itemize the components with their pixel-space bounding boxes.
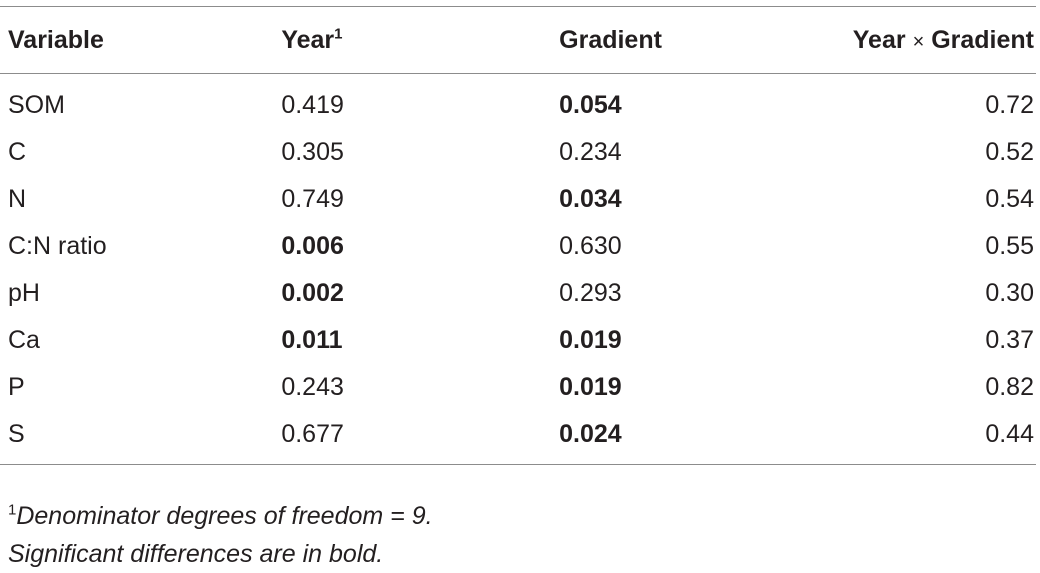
cell-variable: Ca	[8, 326, 40, 354]
header-year: Year1	[281, 25, 343, 54]
cell-gradient: 0.630	[559, 232, 622, 260]
cell-variable: SOM	[8, 91, 65, 119]
table-row: C 0.305 0.234 0.52	[0, 129, 1036, 176]
results-table: Variable Year1 Gradient Year × Gradient …	[0, 6, 1036, 465]
cell-year-x-gradient: 0.72	[985, 91, 1034, 119]
cell-gradient: 0.034	[559, 185, 622, 213]
footnote-1: 1Denominator degrees of freedom = 9.	[8, 497, 433, 535]
cell-gradient: 0.054	[559, 91, 622, 119]
cell-year: 0.002	[281, 279, 344, 307]
cell-year-x-gradient: 0.30	[985, 279, 1034, 307]
cell-year: 0.749	[281, 185, 344, 213]
cell-variable: C:N ratio	[8, 232, 107, 260]
table-row: pH 0.002 0.293 0.30	[0, 270, 1036, 317]
cell-gradient: 0.019	[559, 326, 622, 354]
cell-year-x-gradient: 0.44	[985, 420, 1034, 448]
header-row: Variable Year1 Gradient Year × Gradient	[0, 6, 1036, 74]
table-row: SOM 0.419 0.054 0.72	[0, 74, 1036, 130]
table-footnotes: 1Denominator degrees of freedom = 9. Sig…	[8, 497, 433, 573]
table-body: SOM 0.419 0.054 0.72 C 0.305 0.234 0.52 N 0.749 0.…	[0, 74, 1036, 465]
cell-year: 0.243	[281, 373, 344, 401]
table-row: Ca 0.011 0.019 0.37	[0, 317, 1036, 364]
footnote-marker-year: 1	[334, 25, 343, 43]
cell-year-x-gradient: 0.54	[985, 185, 1034, 213]
cell-variable: C	[8, 138, 27, 166]
cell-year: 0.305	[281, 138, 344, 166]
cell-gradient: 0.234	[559, 138, 622, 166]
cell-year: 0.006	[281, 232, 344, 260]
cell-year: 0.677	[281, 420, 344, 448]
cell-variable: P	[8, 373, 25, 401]
cell-year-x-gradient: 0.52	[985, 138, 1034, 166]
cell-variable: S	[8, 420, 25, 448]
cell-gradient: 0.024	[559, 420, 622, 448]
header-gradient: Gradient	[559, 25, 662, 54]
cell-year-x-gradient: 0.82	[985, 373, 1034, 401]
header-year-x-gradient: Year × Gradient	[852, 25, 1034, 54]
cell-gradient: 0.019	[559, 373, 622, 401]
cell-variable: N	[8, 185, 27, 213]
footnote-2: Significant differences are in bold.	[8, 535, 433, 573]
cell-gradient: 0.293	[559, 279, 622, 307]
table-row: P 0.243 0.019 0.82	[0, 364, 1036, 411]
times-symbol: ×	[912, 30, 925, 53]
footnote-1-marker: 1	[8, 501, 17, 519]
cell-year: 0.419	[281, 91, 344, 119]
cell-year-x-gradient: 0.37	[985, 326, 1034, 354]
cell-year-x-gradient: 0.55	[985, 232, 1034, 260]
cell-variable: pH	[8, 279, 40, 307]
footnote-2-text: Significant differences are in bold.	[8, 540, 384, 568]
cell-year: 0.011	[281, 326, 343, 354]
table-row: S 0.677 0.024 0.44	[0, 411, 1036, 465]
table-row: N 0.749 0.034 0.54	[0, 176, 1036, 223]
footnote-1-text: Denominator degrees of freedom = 9.	[16, 502, 433, 530]
header-variable: Variable	[8, 25, 104, 54]
table-row: C:N ratio 0.006 0.630 0.55	[0, 223, 1036, 270]
